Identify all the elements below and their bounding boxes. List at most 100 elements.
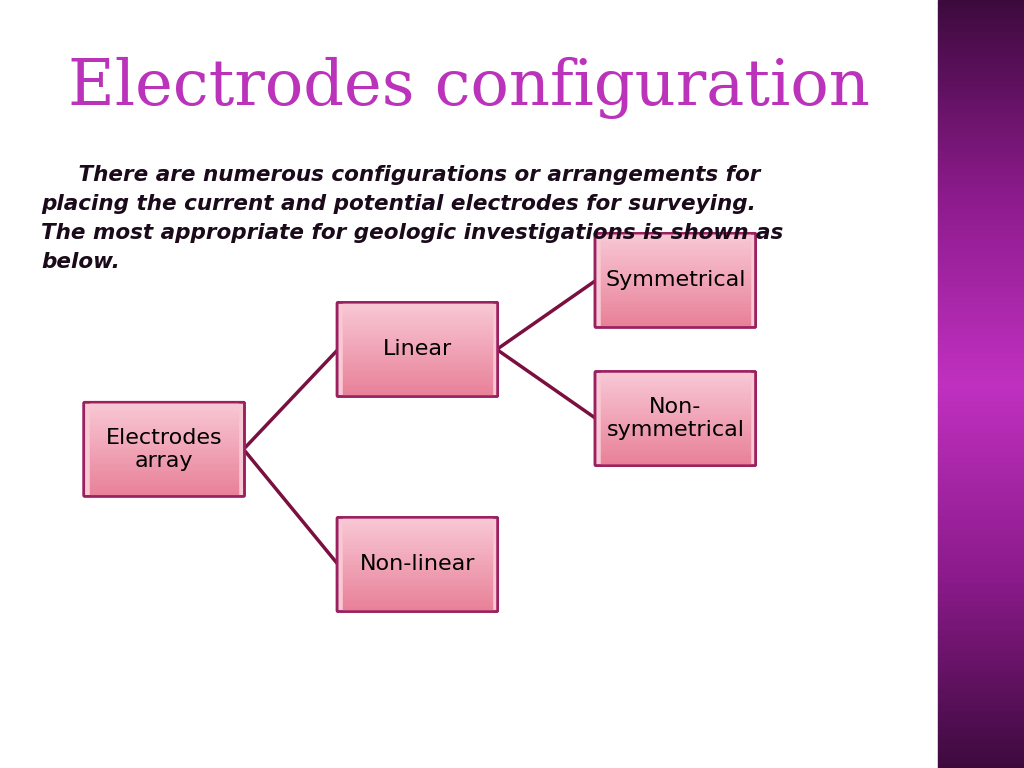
Bar <box>343 583 492 585</box>
Bar <box>343 340 492 343</box>
Bar <box>938 555 1024 558</box>
Bar <box>938 307 1024 310</box>
Bar <box>938 102 1024 105</box>
Bar <box>90 433 239 435</box>
Bar <box>343 356 492 359</box>
Bar <box>938 348 1024 351</box>
Bar <box>343 343 492 345</box>
Bar <box>343 319 492 322</box>
Bar <box>938 486 1024 489</box>
Bar <box>938 645 1024 647</box>
Bar <box>938 758 1024 760</box>
Bar <box>601 462 750 465</box>
Bar <box>938 386 1024 389</box>
Bar <box>343 548 492 551</box>
Bar <box>938 730 1024 732</box>
Bar <box>938 251 1024 253</box>
Bar <box>938 707 1024 709</box>
Bar <box>938 320 1024 323</box>
Bar <box>938 51 1024 54</box>
Bar <box>938 297 1024 300</box>
Bar <box>343 590 492 592</box>
Bar <box>601 324 750 326</box>
Bar <box>938 714 1024 717</box>
Bar <box>343 599 492 601</box>
Bar <box>938 290 1024 292</box>
Bar <box>938 709 1024 712</box>
Bar <box>938 430 1024 432</box>
Bar <box>938 497 1024 499</box>
Bar <box>938 77 1024 79</box>
Bar <box>938 512 1024 515</box>
Bar <box>90 408 239 410</box>
Bar <box>343 551 492 553</box>
Bar <box>601 379 750 382</box>
Bar <box>938 207 1024 210</box>
Bar <box>90 458 239 461</box>
Bar <box>938 382 1024 384</box>
Bar <box>343 588 492 590</box>
Bar <box>938 517 1024 520</box>
Bar <box>938 581 1024 584</box>
Bar <box>90 435 239 438</box>
Bar <box>90 468 239 470</box>
Bar <box>938 164 1024 167</box>
Bar <box>343 331 492 333</box>
Bar <box>938 346 1024 348</box>
Bar <box>343 535 492 537</box>
Bar <box>938 743 1024 745</box>
Bar <box>938 732 1024 735</box>
Bar <box>938 566 1024 568</box>
Bar <box>601 372 750 375</box>
Bar <box>90 449 239 452</box>
Bar <box>938 333 1024 336</box>
Bar <box>90 493 239 495</box>
Bar <box>938 243 1024 246</box>
Bar <box>601 299 750 301</box>
Text: There are numerous configurations or arrangements for
placing the current and po: There are numerous configurations or arr… <box>41 165 783 272</box>
Bar <box>938 422 1024 425</box>
Bar <box>938 113 1024 115</box>
Bar <box>938 663 1024 666</box>
Bar <box>601 393 750 396</box>
Bar <box>938 394 1024 397</box>
Bar <box>938 2 1024 5</box>
Bar <box>938 466 1024 468</box>
Bar <box>938 18 1024 21</box>
Bar <box>938 722 1024 724</box>
Bar <box>601 460 750 462</box>
Bar <box>938 161 1024 164</box>
Bar <box>938 128 1024 131</box>
Bar <box>938 766 1024 768</box>
Bar <box>90 438 239 440</box>
Bar <box>601 439 750 442</box>
Bar <box>343 322 492 324</box>
Bar <box>938 384 1024 386</box>
Bar <box>938 666 1024 668</box>
Bar <box>938 284 1024 286</box>
Bar <box>938 586 1024 589</box>
Bar <box>938 217 1024 220</box>
Bar <box>601 239 750 241</box>
Bar <box>938 271 1024 274</box>
Bar <box>938 755 1024 758</box>
Bar <box>343 544 492 546</box>
Bar <box>938 478 1024 482</box>
Bar <box>90 488 239 491</box>
Bar <box>601 396 750 398</box>
Bar <box>938 499 1024 502</box>
Bar <box>90 491 239 493</box>
Bar <box>601 303 750 306</box>
Bar <box>938 25 1024 28</box>
Bar <box>938 190 1024 192</box>
Bar <box>938 760 1024 763</box>
Bar <box>90 463 239 465</box>
Bar <box>601 391 750 393</box>
Text: Electrodes configuration: Electrodes configuration <box>68 58 870 119</box>
Bar <box>938 532 1024 535</box>
Bar <box>601 278 750 280</box>
Bar <box>938 228 1024 230</box>
Bar <box>90 479 239 482</box>
Bar <box>601 453 750 455</box>
Bar <box>938 568 1024 571</box>
